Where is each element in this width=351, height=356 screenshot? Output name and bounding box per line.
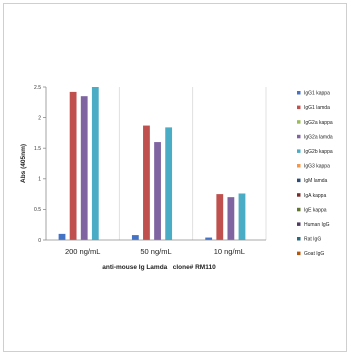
legend: IgG1 kappa IgG1 lamda IgG2a kappa IgG2a lam… (297, 91, 333, 257)
bar (91, 87, 99, 240)
axes (45, 87, 266, 241)
legend-label: IgE kappa (304, 207, 327, 213)
bar (227, 197, 235, 240)
legend-swatch (297, 91, 301, 95)
bar (143, 125, 150, 240)
y-tick-label: 1 (38, 177, 41, 183)
legend-swatch (297, 207, 301, 212)
bar (238, 193, 246, 240)
category-labels: 200 ng/mL 50 ng/mL 10 ng/mL (65, 247, 245, 256)
legend-swatch (297, 178, 301, 183)
bar (165, 127, 173, 240)
legend-swatch (297, 105, 301, 110)
legend-swatch (297, 193, 301, 197)
bar (69, 91, 77, 241)
legend-swatch (297, 120, 301, 124)
y-tick-label: 2 (38, 115, 41, 121)
legend-label: IgM lamda (304, 178, 328, 184)
legend-label: IgG2a kappa (304, 120, 333, 126)
y-tick-label: 0.5 (34, 207, 41, 213)
y-tick-label: 0 (38, 238, 41, 244)
legend-swatch (297, 222, 301, 226)
legend-label: IgG3 kappa (304, 164, 330, 170)
legend-label: Human IgG (304, 222, 330, 228)
y-tick-labels: 0 0.5 1 1.5 2 2.5 (34, 85, 46, 244)
legend-swatch (297, 149, 301, 153)
legend-label: IgG2b kappa (304, 149, 333, 155)
bar (80, 96, 88, 241)
legend-swatch (297, 164, 301, 168)
y-tick-label: 2.5 (34, 85, 41, 91)
category-label: 50 ng/mL (140, 247, 171, 256)
bar (154, 142, 161, 240)
x-axis-title: anti-mouse Ig Lamda clone# RM110 (102, 264, 216, 271)
legend-swatch (297, 251, 301, 256)
legend-label: Rat IgG (304, 237, 321, 243)
bar (216, 194, 224, 240)
bar (131, 235, 139, 240)
bars (58, 87, 246, 241)
bar (205, 237, 213, 240)
y-tick-label: 1.5 (34, 146, 41, 152)
category-label: 10 ng/mL (214, 247, 245, 256)
category-label: 200 ng/mL (65, 247, 100, 256)
legend-swatch (297, 134, 301, 139)
chart-frame (3, 3, 347, 352)
grid-lines (118, 87, 267, 240)
legend-label: IgG1 lamda (304, 105, 330, 111)
legend-swatch (297, 237, 301, 241)
legend-label: IgG1 kappa (304, 91, 330, 97)
legend-label: Goat IgG (304, 251, 324, 257)
legend-label: IgG2a lamda (304, 134, 333, 140)
legend-label: IgA kappa (304, 193, 326, 199)
bar (58, 233, 66, 240)
y-axis-title: Abs (405nm) (20, 144, 27, 183)
